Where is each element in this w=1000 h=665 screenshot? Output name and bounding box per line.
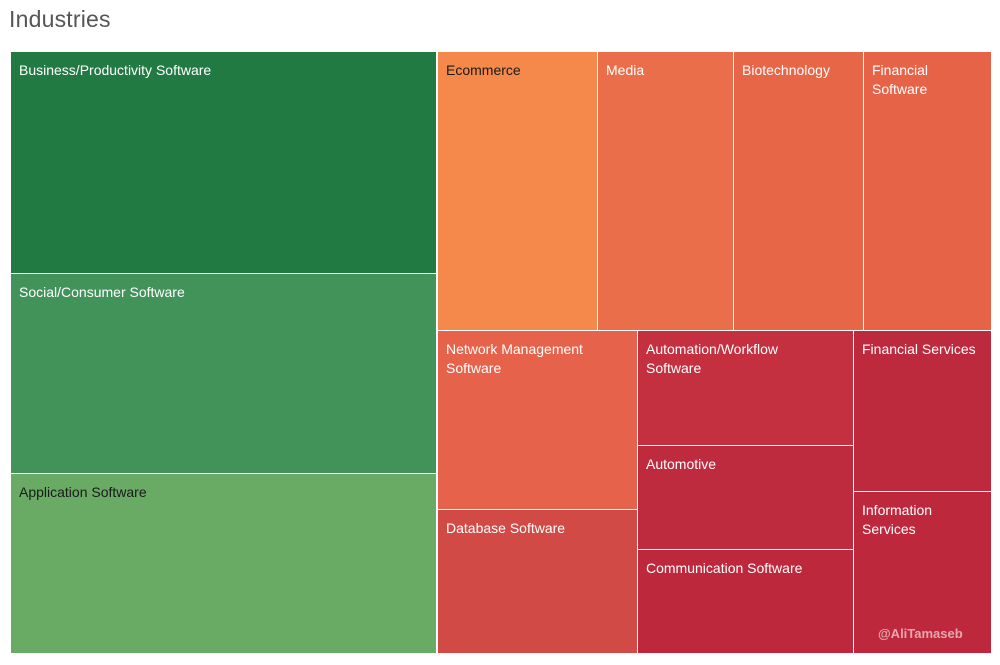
treemap-cell[interactable]: Automation/Workflow Software: [637, 330, 854, 446]
treemap-cell-label: Application Software: [19, 484, 147, 500]
treemap-cell[interactable]: Social/Consumer Software: [10, 273, 437, 474]
treemap-cell[interactable]: Media: [597, 51, 734, 331]
treemap-cell[interactable]: Communication Software: [637, 549, 854, 654]
treemap-cell-label: Media: [606, 62, 645, 78]
watermark: @AliTamaseb: [878, 626, 963, 641]
treemap-cell[interactable]: Network Management Software: [437, 330, 638, 510]
treemap-cell[interactable]: Database Software: [437, 509, 638, 654]
treemap-cell[interactable]: Automotive: [637, 445, 854, 550]
treemap-cell-label: Automation/Workflow Software: [646, 341, 779, 376]
treemap-cell-label: Financial Software: [872, 62, 929, 97]
treemap-cell[interactable]: Application Software: [10, 473, 437, 654]
treemap-cell-label: Network Management Software: [446, 341, 583, 376]
treemap-cell-label: Automotive: [646, 456, 717, 472]
treemap-cell[interactable]: Ecommerce: [437, 51, 598, 331]
treemap-cell[interactable]: Business/Productivity Software: [10, 51, 437, 274]
treemap-cell-label: Business/Productivity Software: [19, 62, 212, 78]
treemap-cell-label: Information Services: [862, 502, 933, 537]
treemap-cell-label: Biotechnology: [742, 62, 830, 78]
treemap-cell[interactable]: Financial Services: [853, 330, 992, 492]
treemap-cell-label: Financial Services: [862, 341, 976, 357]
treemap-cell[interactable]: Information Services: [853, 491, 992, 654]
treemap-cell[interactable]: Financial Software: [863, 51, 992, 331]
treemap-cell-label: Social/Consumer Software: [19, 284, 185, 300]
treemap-cell-label: Database Software: [446, 520, 566, 536]
treemap-cell-label: Communication Software: [646, 560, 803, 576]
chart-title: Industries: [9, 6, 111, 32]
treemap-cell[interactable]: Biotechnology: [733, 51, 864, 331]
treemap-cell-label: Ecommerce: [446, 62, 521, 78]
